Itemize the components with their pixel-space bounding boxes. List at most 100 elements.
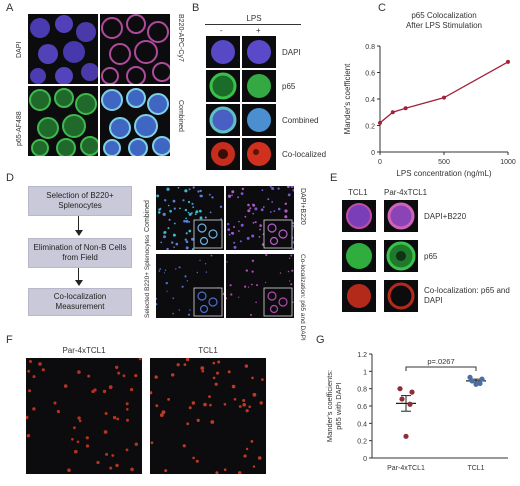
cell-dot bbox=[227, 222, 230, 226]
cell-dot bbox=[250, 440, 254, 443]
cell-dot bbox=[122, 374, 126, 378]
cell-dot bbox=[156, 303, 158, 306]
cell-dot bbox=[165, 281, 168, 285]
cell-dot bbox=[233, 241, 236, 244]
cell-dot bbox=[226, 297, 228, 300]
cell-dot bbox=[251, 234, 255, 238]
cell-dot bbox=[194, 213, 197, 216]
cell-dot bbox=[76, 440, 80, 444]
panel-d-selected-image bbox=[156, 254, 224, 318]
cell-dot bbox=[130, 388, 134, 392]
inset-cell bbox=[208, 229, 218, 239]
data-point bbox=[399, 396, 405, 402]
panel-d-selected-label: Selected B220+ Splenocytes bbox=[144, 234, 151, 318]
cell-dot bbox=[158, 208, 161, 211]
cell-dot bbox=[259, 224, 262, 227]
cell-dot bbox=[196, 418, 200, 422]
cell-dot bbox=[237, 196, 240, 199]
cell-dot bbox=[204, 263, 207, 265]
selected-field-graphic bbox=[156, 254, 224, 317]
cell-dot bbox=[178, 309, 180, 311]
cell-dot bbox=[41, 368, 45, 372]
panel-a-b220-image bbox=[100, 14, 170, 84]
cell-dot bbox=[212, 361, 216, 365]
cell-dot bbox=[112, 415, 117, 420]
cell-dot bbox=[240, 223, 244, 227]
cell-dot bbox=[203, 402, 207, 407]
cell-dot bbox=[188, 212, 192, 216]
y-axis-label: Mander's coefficient bbox=[343, 63, 352, 135]
cell-dot bbox=[241, 187, 245, 191]
cell-dot bbox=[201, 369, 205, 373]
panel-a-dapi-image bbox=[28, 14, 98, 84]
panel-g-letter: G bbox=[316, 334, 325, 346]
combined-cells-graphic bbox=[101, 88, 170, 156]
cell-dot bbox=[245, 269, 248, 272]
cell-dot bbox=[210, 254, 213, 257]
inset-cell bbox=[197, 291, 207, 301]
cell-dot bbox=[182, 444, 186, 448]
cell-dot bbox=[231, 194, 233, 197]
cell-dot bbox=[228, 233, 231, 236]
cell-dot bbox=[191, 212, 193, 214]
cell-dot bbox=[244, 215, 247, 218]
panel-b-lps-header: LPS bbox=[246, 14, 262, 23]
cell-dot bbox=[251, 259, 255, 262]
cell-dot bbox=[32, 407, 36, 411]
cell-dot bbox=[105, 452, 109, 456]
cell-dot bbox=[150, 391, 153, 395]
cell-dot bbox=[290, 186, 294, 188]
cell-dot bbox=[279, 272, 282, 274]
cell-dot bbox=[173, 222, 176, 225]
cell-dot bbox=[292, 241, 294, 244]
panel-e-dapi-tcl1 bbox=[342, 200, 376, 232]
x-category-label: Par-4xTCL1 bbox=[387, 465, 425, 472]
cell-dot bbox=[249, 207, 252, 210]
data-point bbox=[506, 59, 510, 64]
cell-dot bbox=[291, 269, 294, 272]
cell-dot bbox=[166, 187, 169, 190]
cell-dot bbox=[197, 190, 200, 193]
cell-dot bbox=[247, 209, 251, 213]
panel-e-row-dapi-b220: DAPI+B220 bbox=[424, 212, 467, 221]
flow-arrowhead-2 bbox=[75, 280, 83, 286]
cell-dot bbox=[269, 186, 272, 188]
inset-cell bbox=[278, 229, 288, 239]
cell-dot bbox=[245, 447, 249, 451]
cell-dot bbox=[209, 403, 212, 407]
cell-dot bbox=[248, 405, 251, 409]
cell-dot bbox=[156, 194, 160, 198]
cell-dot bbox=[116, 417, 120, 421]
series-line bbox=[379, 61, 509, 124]
panel-b-combined-plus bbox=[242, 104, 276, 136]
cell-dot bbox=[238, 220, 240, 223]
cell-dot bbox=[164, 469, 168, 473]
cell-dot bbox=[38, 362, 42, 366]
panel-b-plus: + bbox=[256, 26, 261, 35]
flow-step-2: Elimination of Non-B Cells from Field bbox=[28, 238, 132, 268]
cell-dot bbox=[134, 374, 138, 378]
cell-dot bbox=[277, 207, 281, 211]
cell-dot bbox=[199, 259, 201, 261]
cell-dot bbox=[199, 189, 202, 193]
cell-dot bbox=[166, 290, 168, 292]
cell-dot bbox=[74, 449, 78, 454]
cell-dot bbox=[176, 363, 180, 367]
panel-a-combined-image bbox=[100, 86, 170, 156]
cell-dot bbox=[287, 270, 290, 273]
cell-dot bbox=[126, 418, 129, 422]
cell-dot bbox=[108, 385, 113, 389]
cell-dot bbox=[184, 189, 188, 193]
cell-dot bbox=[284, 215, 288, 219]
panel-b-p65-plus bbox=[242, 70, 276, 102]
cell-dot bbox=[255, 301, 257, 304]
cell-dot bbox=[173, 246, 175, 248]
panel-g-chart: 0 0.2 0.4 0.6 0.8 1 1.2 Par-4xTCL1 TCL1 Mander's … bbox=[325, 352, 508, 472]
panel-f-title-tcl1: TCL1 bbox=[198, 346, 218, 355]
cell-dot bbox=[172, 312, 174, 315]
cell-dot bbox=[164, 199, 167, 202]
coloc-field-graphic bbox=[226, 254, 294, 317]
panel-a-letter: A bbox=[6, 2, 14, 14]
tcl1-red-field-graphic bbox=[150, 358, 264, 474]
cell-dot bbox=[231, 190, 235, 194]
